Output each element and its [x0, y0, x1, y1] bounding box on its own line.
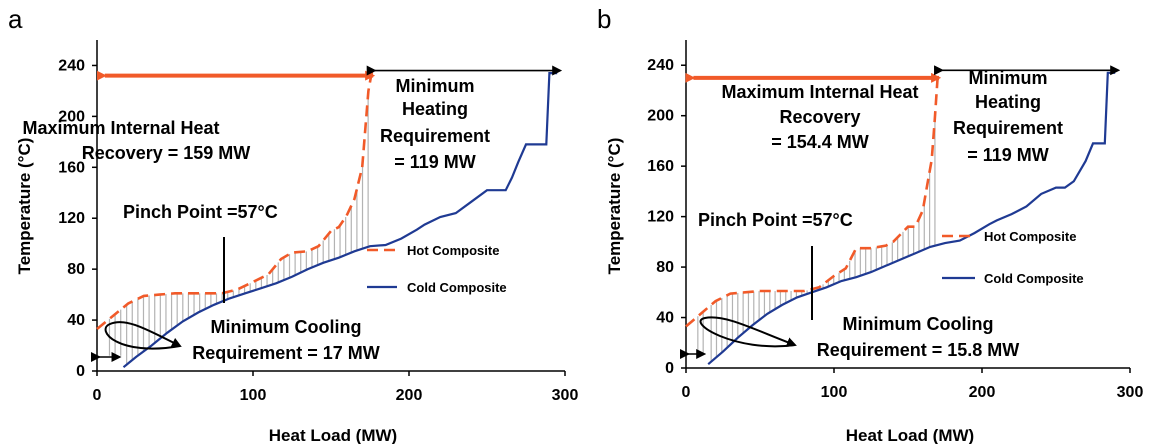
y-tick-label: 240 — [647, 57, 674, 74]
heating-annotation: Minimum — [969, 68, 1048, 88]
x-tick-label: 200 — [969, 384, 996, 401]
heating-annotation: Requirement — [953, 118, 1063, 138]
x-tick-label: 200 — [396, 387, 423, 404]
y-axis-label: Temperature (°C) — [605, 138, 624, 275]
x-tick-label: 0 — [682, 384, 691, 401]
y-tick-label: 80 — [656, 259, 674, 276]
cooling-pointer-arrow — [104, 321, 182, 350]
x-axis-label: Heat Load (MW) — [846, 426, 974, 444]
panel-letter: b — [597, 4, 611, 34]
hot-composite-line — [685, 68, 941, 328]
y-tick-label: 200 — [647, 108, 674, 125]
heating-annotation: = 119 MW — [394, 152, 476, 172]
legend-cold-label: Cold Composite — [984, 271, 1084, 286]
cooling-annotation: Requirement = 17 MW — [192, 343, 380, 363]
legend-hot-label: Hot Composite — [984, 229, 1076, 244]
y-tick-label: 120 — [647, 209, 674, 226]
recovery-annotation: Maximum Internal Heat — [721, 82, 918, 102]
x-tick-label: 100 — [240, 387, 267, 404]
x-axis-label: Heat Load (MW) — [269, 426, 397, 444]
y-tick-label: 160 — [58, 159, 85, 176]
hot-composite-line — [96, 67, 375, 331]
legend-hot-label: Hot Composite — [407, 243, 499, 258]
cooling-pointer-arrow — [699, 316, 797, 348]
cooling-annotation: Minimum Cooling — [211, 317, 362, 337]
y-tick-label: 120 — [58, 210, 85, 227]
x-tick-label: 100 — [821, 384, 848, 401]
y-tick-label: 40 — [67, 312, 85, 329]
y-tick-label: 240 — [58, 57, 85, 74]
cooling-annotation: Minimum Cooling — [843, 314, 994, 334]
pinch-annotation: Pinch Point =57°C — [123, 202, 278, 222]
y-tick-label: 0 — [76, 363, 85, 380]
y-tick-label: 0 — [665, 360, 674, 377]
cooling-annotation: Requirement = 15.8 MW — [817, 340, 1020, 360]
chart-panel-b: b 0 40 80 120 160 200 240 0 100 200 300 Temperature … — [597, 4, 1143, 444]
recovery-annotation: Recovery = 159 MW — [82, 143, 251, 163]
chart-panel-a: a 0 40 80 120 160 200 240 0 100 200 300 Temperature … — [8, 4, 578, 444]
heating-annotation: = 119 MW — [967, 145, 1049, 165]
heating-annotation: Heating — [975, 92, 1041, 112]
y-tick-label: 160 — [647, 158, 674, 175]
recovery-annotation: Maximum Internal Heat — [22, 118, 219, 138]
y-tick-label: 80 — [67, 261, 85, 278]
heating-annotation: Heating — [402, 99, 468, 119]
recovery-annotation: = 154.4 MW — [771, 132, 869, 152]
y-axis-label: Temperature (°C) — [15, 138, 34, 275]
pinch-annotation: Pinch Point =57°C — [698, 210, 853, 230]
heating-annotation: Minimum — [396, 76, 475, 96]
panel-letter: a — [8, 4, 23, 34]
x-tick-label: 300 — [552, 387, 579, 404]
recovery-annotation: Recovery — [779, 107, 860, 127]
heating-annotation: Requirement — [380, 126, 490, 146]
cold-composite-line — [707, 71, 1116, 366]
x-tick-label: 0 — [93, 387, 102, 404]
y-tick-label: 40 — [656, 310, 674, 327]
cold-composite-line — [122, 71, 558, 369]
y-tick-label: 200 — [58, 108, 85, 125]
x-tick-label: 300 — [1117, 384, 1144, 401]
legend-cold-label: Cold Composite — [407, 280, 507, 295]
